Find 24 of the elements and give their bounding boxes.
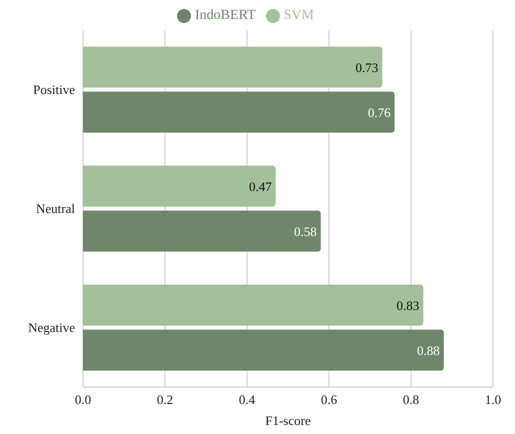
- x-tick-label: 0.0: [74, 392, 92, 408]
- bar: [83, 330, 444, 371]
- data-label: 0.88: [417, 342, 440, 358]
- bar: [83, 166, 276, 207]
- x-tick-label: 1.0: [484, 392, 502, 408]
- data-label: 0.58: [294, 224, 317, 239]
- y-tick-label: Negative: [28, 320, 76, 336]
- legend-label: SVM: [284, 8, 314, 23]
- bar: [83, 46, 382, 88]
- y-tick-label: Neutral: [36, 201, 76, 216]
- x-axis-title: F1-score: [265, 413, 311, 428]
- x-tick-label: 0.6: [320, 392, 338, 408]
- legend-label: IndoBERT: [195, 8, 256, 23]
- x-tick-label: 0.8: [402, 392, 420, 408]
- bar: [83, 284, 424, 326]
- x-tick-label: 0.2: [156, 392, 174, 408]
- data-label: 0.83: [396, 298, 420, 313]
- bar: [83, 210, 321, 252]
- data-label: 0.47: [248, 178, 272, 194]
- x-tick-label: 0.4: [238, 392, 256, 408]
- bar: [83, 92, 395, 133]
- data-label: 0.76: [368, 104, 392, 120]
- y-tick-label: Positive: [33, 82, 76, 98]
- data-label: 0.73: [356, 60, 378, 75]
